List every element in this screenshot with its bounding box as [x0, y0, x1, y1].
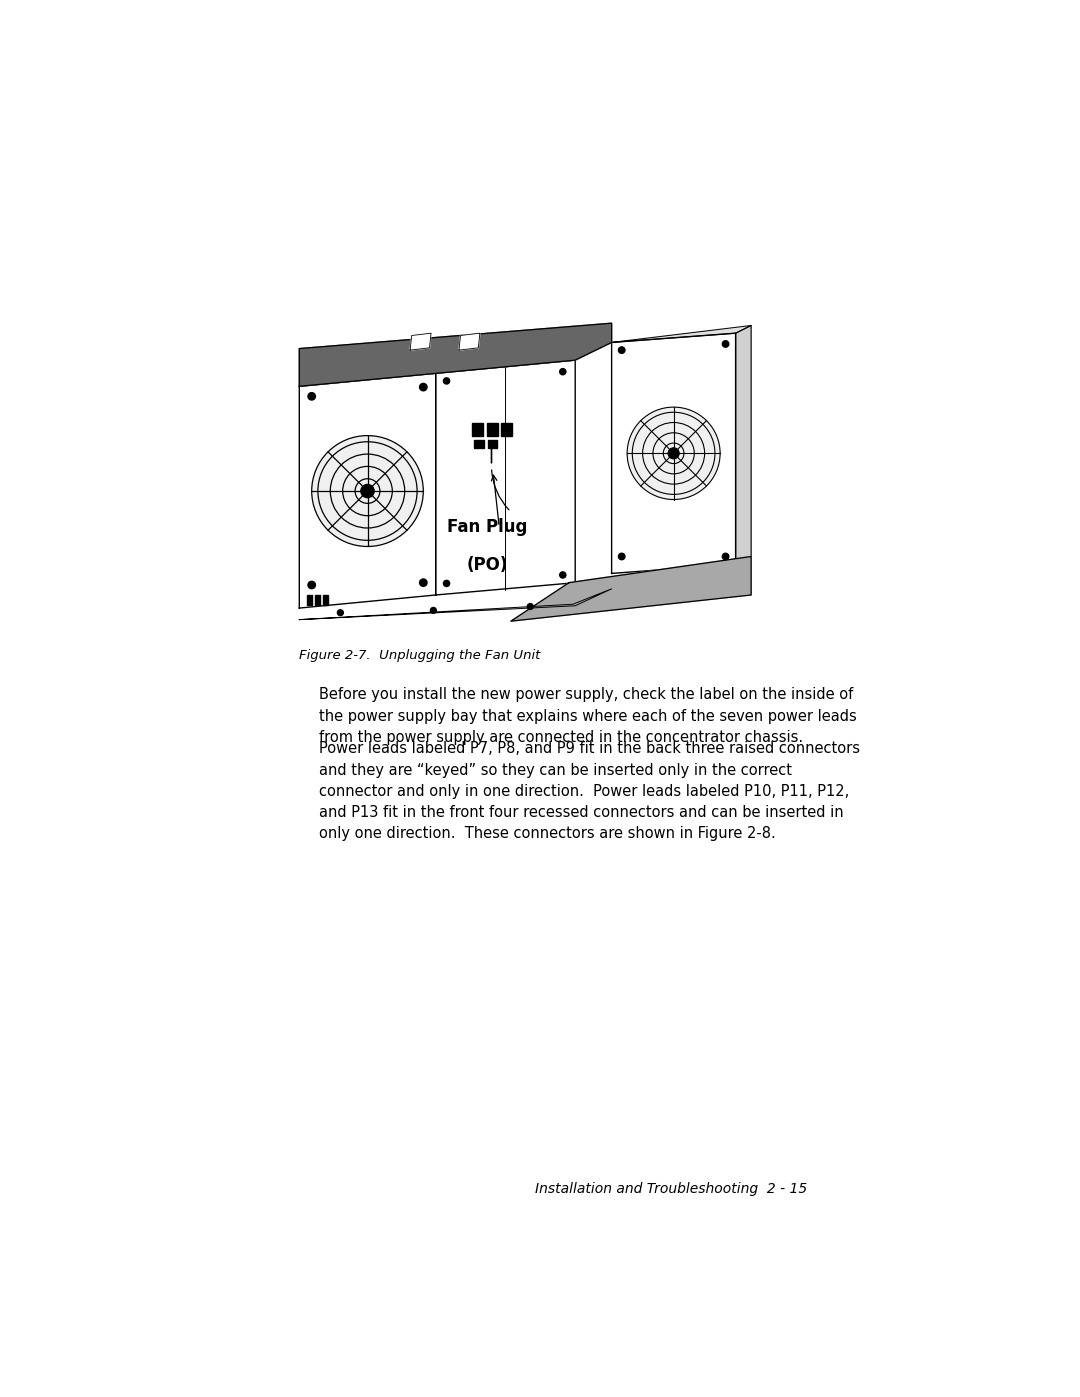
- Circle shape: [559, 571, 566, 578]
- Circle shape: [619, 553, 625, 560]
- Circle shape: [337, 609, 343, 616]
- Circle shape: [361, 485, 374, 497]
- Circle shape: [669, 448, 679, 458]
- Polygon shape: [410, 334, 431, 351]
- Circle shape: [723, 553, 729, 560]
- Polygon shape: [511, 556, 751, 622]
- Bar: [501, 422, 512, 436]
- Text: Installation and Troubleshooting  2 - 15: Installation and Troubleshooting 2 - 15: [536, 1182, 808, 1196]
- Text: Fan Plug: Fan Plug: [447, 518, 528, 536]
- Circle shape: [312, 436, 423, 546]
- Circle shape: [419, 578, 427, 587]
- Bar: [487, 422, 498, 436]
- Circle shape: [308, 581, 315, 588]
- Circle shape: [723, 341, 729, 348]
- Text: Figure 2-7.  Unplugging the Fan Unit: Figure 2-7. Unplugging the Fan Unit: [299, 648, 541, 662]
- Polygon shape: [611, 334, 735, 573]
- Bar: [474, 440, 484, 448]
- Text: (PO): (PO): [467, 556, 509, 574]
- Text: Power leads labeled P7, P8, and P9 fit in the back three raised connectors
and t: Power leads labeled P7, P8, and P9 fit i…: [320, 742, 861, 841]
- Polygon shape: [611, 326, 751, 342]
- Bar: [488, 440, 497, 448]
- Bar: [314, 595, 321, 605]
- Bar: [307, 595, 312, 605]
- Polygon shape: [299, 373, 435, 608]
- Text: Before you install the new power supply, check the label on the inside of
the po: Before you install the new power supply,…: [320, 687, 858, 745]
- Polygon shape: [459, 334, 480, 351]
- Circle shape: [444, 377, 449, 384]
- Circle shape: [431, 608, 436, 613]
- Polygon shape: [299, 588, 611, 620]
- Circle shape: [559, 369, 566, 374]
- Circle shape: [527, 604, 534, 609]
- Polygon shape: [735, 326, 751, 564]
- Circle shape: [308, 393, 315, 400]
- Bar: [323, 595, 328, 605]
- Polygon shape: [435, 360, 576, 595]
- Circle shape: [419, 383, 427, 391]
- Bar: [472, 422, 483, 436]
- Circle shape: [627, 407, 720, 500]
- Polygon shape: [299, 323, 611, 387]
- Circle shape: [444, 580, 449, 587]
- Circle shape: [619, 346, 625, 353]
